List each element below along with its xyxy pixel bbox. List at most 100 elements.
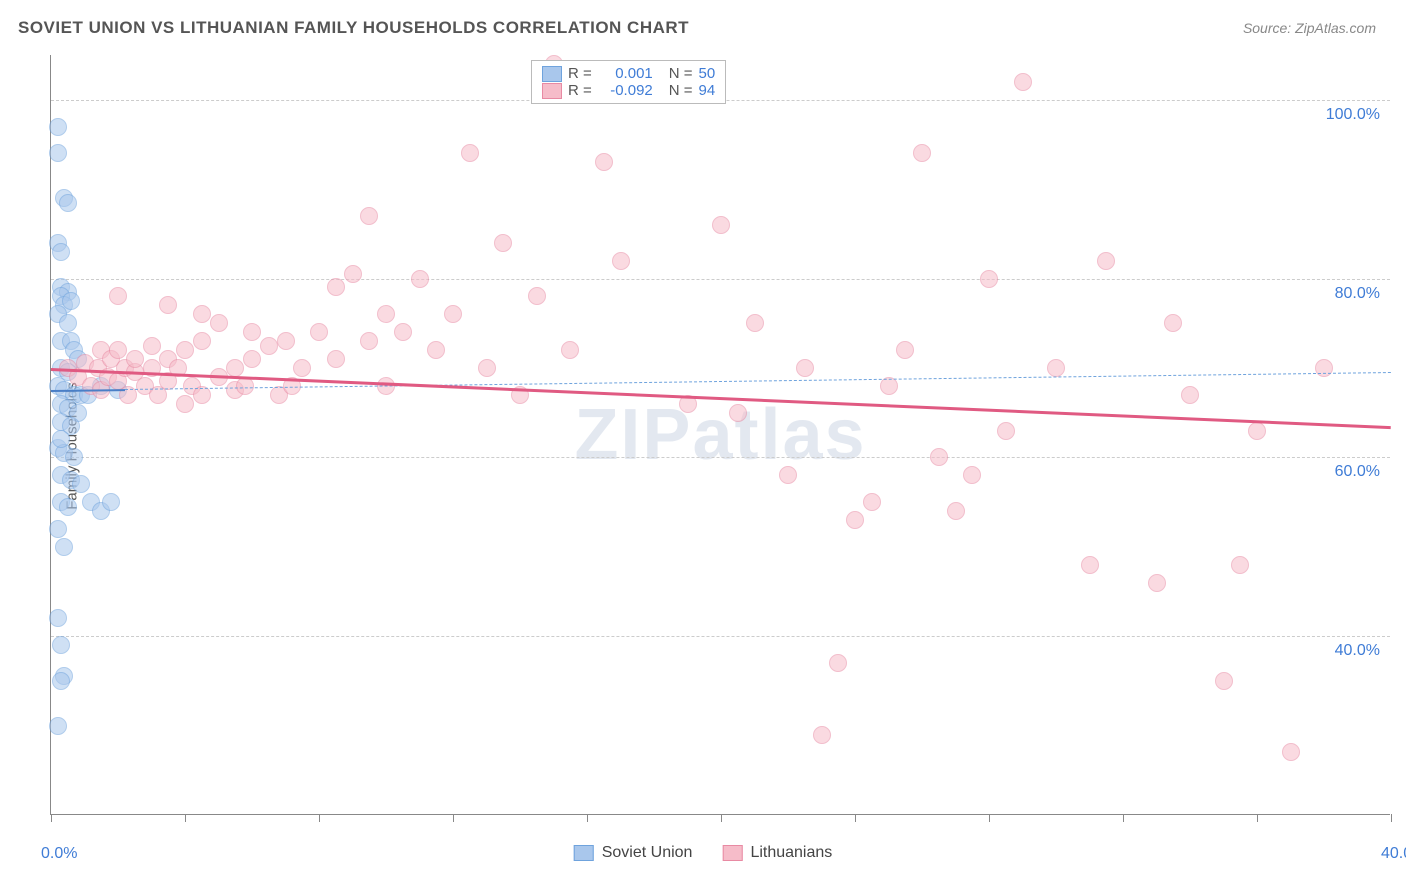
- scatter-point: [52, 430, 70, 448]
- x-tick-mark: [51, 814, 52, 822]
- gridline: [51, 457, 1390, 458]
- scatter-point: [109, 287, 127, 305]
- x-tick-mark: [185, 814, 186, 822]
- n-value: 94: [699, 82, 716, 99]
- scatter-point: [59, 498, 77, 516]
- scatter-point: [1047, 359, 1065, 377]
- scatter-point: [49, 717, 67, 735]
- gridline: [51, 636, 1390, 637]
- scatter-point: [746, 314, 764, 332]
- scatter-point: [1097, 252, 1115, 270]
- y-tick-label: 40.0%: [1335, 642, 1380, 660]
- scatter-point: [344, 265, 362, 283]
- scatter-point: [176, 395, 194, 413]
- scatter-point: [997, 422, 1015, 440]
- watermark: ZIPatlas: [574, 394, 866, 476]
- scatter-point: [1148, 574, 1166, 592]
- scatter-point: [1315, 359, 1333, 377]
- scatter-point: [494, 234, 512, 252]
- scatter-point: [243, 323, 261, 341]
- source-label: Source: ZipAtlas.com: [1243, 20, 1376, 36]
- scatter-point: [829, 654, 847, 672]
- x-tick-mark: [1123, 814, 1124, 822]
- x-tick-mark: [855, 814, 856, 822]
- scatter-point: [52, 636, 70, 654]
- n-label: N =: [669, 82, 693, 99]
- scatter-point: [52, 243, 70, 261]
- scatter-point: [1248, 422, 1266, 440]
- scatter-point: [595, 153, 613, 171]
- bottom-legend: Soviet Union Lithuanians: [574, 844, 833, 862]
- scatter-point: [55, 538, 73, 556]
- scatter-point: [49, 520, 67, 538]
- scatter-point: [913, 144, 931, 162]
- scatter-point: [863, 493, 881, 511]
- r-label: R =: [568, 82, 592, 99]
- legend-label: Lithuanians: [750, 844, 832, 862]
- y-tick-label: 100.0%: [1326, 106, 1380, 124]
- scatter-point: [59, 194, 77, 212]
- scatter-point: [1181, 386, 1199, 404]
- scatter-point: [947, 502, 965, 520]
- scatter-point: [444, 305, 462, 323]
- scatter-point: [52, 672, 70, 690]
- scatter-point: [712, 216, 730, 234]
- scatter-point: [360, 332, 378, 350]
- scatter-point: [561, 341, 579, 359]
- chart-title: SOVIET UNION VS LITHUANIAN FAMILY HOUSEH…: [18, 18, 689, 38]
- x-tick-mark: [721, 814, 722, 822]
- scatter-point: [109, 341, 127, 359]
- legend-swatch: [722, 845, 742, 861]
- scatter-point: [210, 314, 228, 332]
- scatter-point: [729, 404, 747, 422]
- scatter-point: [277, 332, 295, 350]
- scatter-point: [478, 359, 496, 377]
- scatter-point: [260, 337, 278, 355]
- scatter-point: [243, 350, 261, 368]
- scatter-point: [327, 350, 345, 368]
- scatter-point: [779, 466, 797, 484]
- scatter-point: [411, 270, 429, 288]
- scatter-point: [360, 207, 378, 225]
- scatter-point: [427, 341, 445, 359]
- stats-legend-row: R = -0.092 N = 94: [542, 82, 715, 99]
- scatter-point: [528, 287, 546, 305]
- n-value: 50: [699, 65, 716, 82]
- scatter-point: [1081, 556, 1099, 574]
- scatter-point: [1164, 314, 1182, 332]
- x-tick-mark: [1391, 814, 1392, 822]
- scatter-point: [126, 350, 144, 368]
- scatter-point: [612, 252, 630, 270]
- scatter-point: [1014, 73, 1032, 91]
- scatter-point: [813, 726, 831, 744]
- legend-label: Soviet Union: [602, 844, 693, 862]
- r-value: 0.001: [598, 65, 653, 82]
- stats-legend: R = 0.001 N = 50 R = -0.092 N = 94: [531, 60, 726, 104]
- legend-swatch: [542, 66, 562, 82]
- scatter-point: [49, 609, 67, 627]
- scatter-point: [1231, 556, 1249, 574]
- x-tick-label: 40.0%: [1381, 845, 1406, 863]
- scatter-point: [102, 493, 120, 511]
- scatter-point: [176, 341, 194, 359]
- plot-area: ZIPatlas 40.0%60.0%80.0%100.0%0.0%40.0%R…: [50, 55, 1390, 815]
- scatter-point: [62, 292, 80, 310]
- legend-swatch: [574, 845, 594, 861]
- r-label: R =: [568, 65, 592, 82]
- n-label: N =: [669, 65, 693, 82]
- scatter-point: [159, 296, 177, 314]
- legend-item: Soviet Union: [574, 844, 693, 862]
- scatter-point: [980, 270, 998, 288]
- scatter-point: [377, 305, 395, 323]
- legend-swatch: [542, 83, 562, 99]
- x-tick-label: 0.0%: [41, 845, 77, 863]
- x-tick-mark: [319, 814, 320, 822]
- scatter-point: [1282, 743, 1300, 761]
- scatter-point: [65, 448, 83, 466]
- scatter-point: [193, 305, 211, 323]
- scatter-point: [1215, 672, 1233, 690]
- scatter-point: [226, 359, 244, 377]
- scatter-point: [461, 144, 479, 162]
- y-tick-label: 60.0%: [1335, 463, 1380, 481]
- r-value: -0.092: [598, 82, 653, 99]
